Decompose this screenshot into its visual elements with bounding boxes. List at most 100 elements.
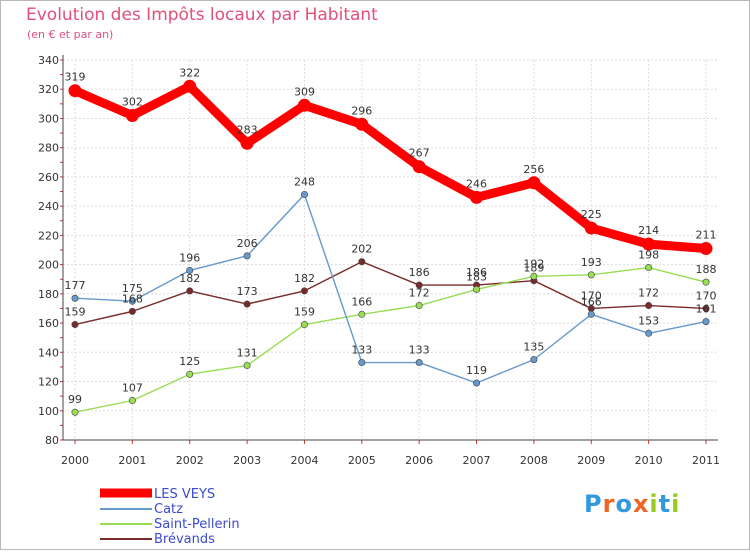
chart-title: Evolution des Impôts locaux par Habitant [26, 5, 378, 25]
data-point-catz [415, 359, 423, 367]
data-point-brevands [645, 302, 653, 310]
y-tick-label: 300 [38, 112, 59, 125]
data-point-saint-pellerin [645, 264, 653, 272]
data-point-saint-pellerin [415, 302, 423, 310]
y-tick-label: 340 [38, 54, 59, 67]
x-tick-label: 2009 [577, 454, 605, 467]
y-tick-label: 80 [45, 434, 59, 447]
data-label-brevands: 170 [581, 289, 602, 302]
data-point-saint-pellerin [587, 271, 595, 279]
x-tick-label: 2004 [290, 454, 318, 467]
data-label-catz: 177 [65, 279, 86, 292]
y-tick-label: 180 [38, 288, 59, 301]
data-label-brevands: 172 [638, 287, 659, 300]
data-label-les-veys: 225 [581, 208, 602, 221]
data-label-catz: 166 [581, 295, 602, 308]
data-point-catz [645, 329, 653, 337]
legend-label-les-veys: LES VEYS [154, 487, 216, 502]
data-label-brevands: 170 [696, 289, 717, 302]
x-tick-label: 2006 [405, 454, 433, 467]
data-point-catz [71, 294, 79, 302]
data-point-brevands [128, 307, 136, 315]
data-point-catz [186, 266, 194, 274]
data-label-brevands: 168 [122, 292, 143, 305]
data-label-les-veys: 256 [523, 163, 544, 176]
x-tick-label: 2003 [233, 454, 261, 467]
data-point-brevands [358, 258, 366, 266]
legend-label-saint-pellerin: Saint-Pellerin [154, 517, 240, 532]
data-label-les-veys: 309 [294, 85, 315, 98]
data-label-saint-pellerin: 192 [523, 257, 544, 270]
data-label-les-veys: 246 [466, 177, 487, 190]
series-line-catz [74, 193, 707, 384]
data-label-saint-pellerin: 198 [638, 249, 659, 262]
data-label-les-veys: 283 [237, 123, 258, 136]
data-label-brevands: 159 [65, 306, 86, 319]
data-label-les-veys: 214 [638, 224, 659, 237]
data-label-saint-pellerin: 193 [581, 256, 602, 269]
data-label-les-veys: 211 [696, 229, 717, 242]
data-point-saint-pellerin [473, 285, 481, 293]
logo-letter: r [602, 490, 616, 518]
data-label-saint-pellerin: 131 [237, 346, 258, 359]
series-line-brevands [74, 260, 707, 326]
legend-swatch-catz [100, 503, 152, 519]
data-label-catz: 161 [696, 303, 717, 316]
data-label-brevands: 186 [466, 266, 487, 279]
data-label-brevands: 186 [409, 266, 430, 279]
logo-letter: t [658, 490, 672, 518]
logo-letter: P [584, 490, 603, 518]
data-label-catz: 196 [179, 251, 200, 264]
x-tick-label: 2011 [692, 454, 720, 467]
data-label-saint-pellerin: 188 [696, 263, 717, 276]
legend-swatch-les-veys [100, 488, 152, 504]
data-label-les-veys: 322 [179, 66, 200, 79]
data-label-catz: 206 [237, 237, 258, 250]
proxiti-logo: Proxiti [584, 490, 680, 518]
data-point-brevands [702, 304, 710, 312]
data-label-saint-pellerin: 183 [466, 270, 487, 283]
y-tick-label: 320 [38, 83, 59, 96]
data-label-brevands: 182 [179, 272, 200, 285]
series-line-les-veys [70, 81, 711, 254]
data-point-les-veys [412, 160, 426, 174]
series-line-saint-pellerin [74, 266, 707, 413]
data-point-saint-pellerin [300, 321, 308, 329]
logo-letter: o [615, 490, 633, 518]
data-label-les-veys: 302 [122, 96, 143, 109]
data-point-catz [358, 359, 366, 367]
legend-label-catz: Catz [154, 502, 183, 517]
logo-letter: i [671, 490, 681, 518]
data-point-saint-pellerin [243, 361, 251, 369]
data-label-saint-pellerin: 166 [351, 295, 372, 308]
data-label-catz: 153 [638, 314, 659, 327]
data-label-catz: 175 [122, 282, 143, 295]
data-point-les-veys [584, 221, 598, 235]
x-tick-label: 2002 [176, 454, 204, 467]
data-point-catz [128, 297, 136, 305]
data-label-brevands: 202 [351, 243, 372, 256]
data-point-les-veys [642, 237, 656, 251]
x-tick-label: 2005 [348, 454, 376, 467]
y-tick-label: 260 [38, 171, 59, 184]
data-label-catz: 133 [409, 344, 430, 357]
x-tick-label: 2008 [520, 454, 548, 467]
data-label-catz: 248 [294, 175, 315, 188]
x-tick-label: 2007 [463, 454, 491, 467]
data-point-catz [243, 252, 251, 260]
data-label-catz: 119 [466, 364, 487, 377]
data-point-brevands [71, 321, 79, 329]
data-point-catz [702, 318, 710, 326]
data-label-catz: 133 [351, 344, 372, 357]
data-point-catz [473, 379, 481, 387]
data-label-saint-pellerin: 107 [122, 382, 143, 395]
data-point-saint-pellerin [71, 408, 79, 416]
data-point-brevands [415, 281, 423, 289]
data-point-les-veys [68, 84, 82, 98]
logo-letter: i [649, 490, 659, 518]
data-label-brevands: 173 [237, 285, 258, 298]
data-point-les-veys [125, 109, 139, 123]
data-point-saint-pellerin [186, 370, 194, 378]
